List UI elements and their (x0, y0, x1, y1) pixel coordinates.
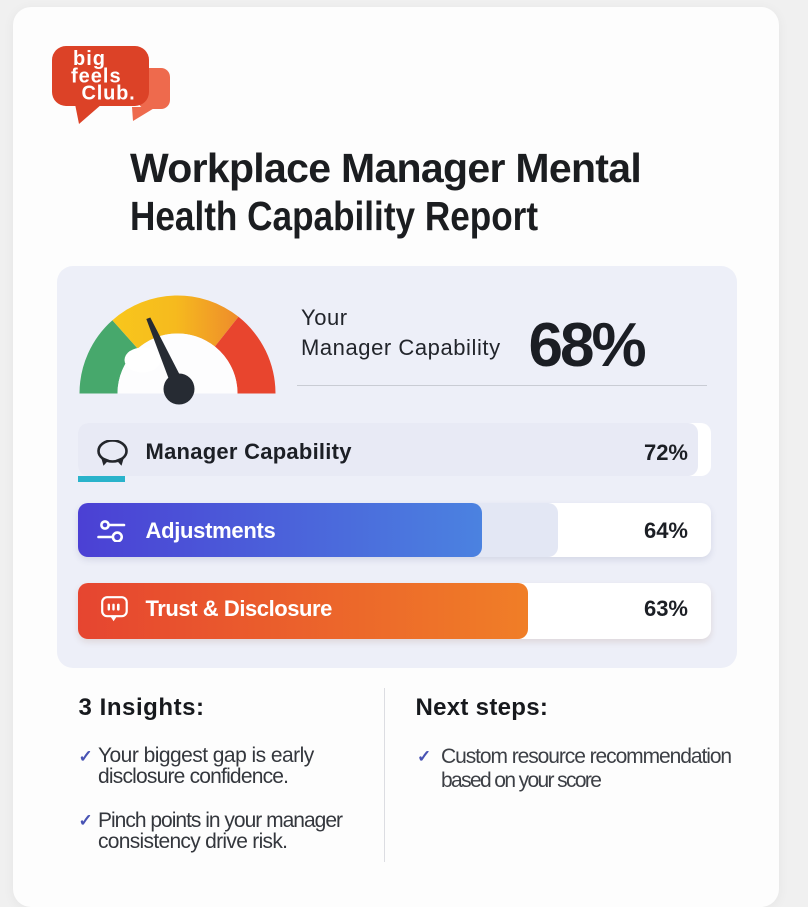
svg-text:big: big (73, 48, 106, 70)
svg-text:feels: feels (71, 66, 122, 88)
svg-text:Club.: Club. (82, 83, 136, 105)
